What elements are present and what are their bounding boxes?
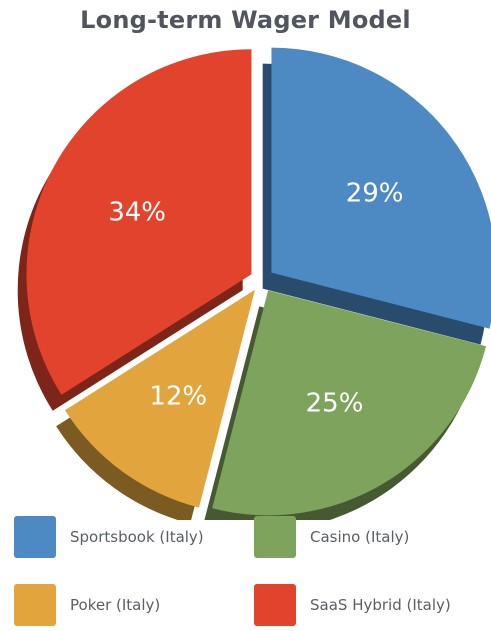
pie-slice-poker bbox=[64, 289, 255, 508]
legend-swatch-sportsbook bbox=[14, 516, 56, 558]
pie-label-sportsbook: 29% bbox=[346, 179, 404, 209]
legend-swatch-casino bbox=[254, 516, 296, 558]
chart-title: Long-term Wager Model bbox=[80, 6, 411, 34]
pie-label-casino: 25% bbox=[306, 389, 364, 419]
legend-item-sportsbook: Sportsbook (Italy) bbox=[14, 516, 204, 558]
legend-swatch-poker bbox=[14, 584, 56, 626]
pie-label-saas-hybrid: 34% bbox=[108, 197, 166, 227]
legend-item-casino: Casino (Italy) bbox=[254, 516, 409, 558]
pie-chart: 29% 25% 12% 34% bbox=[17, 47, 491, 520]
legend-label-sportsbook: Sportsbook (Italy) bbox=[70, 528, 204, 546]
legend-label-saas-hybrid: SaaS Hybrid (Italy) bbox=[310, 596, 451, 614]
legend-label-poker: Poker (Italy) bbox=[70, 596, 161, 614]
pie-slice-casino bbox=[212, 290, 487, 516]
pie-label-poker: 12% bbox=[149, 381, 207, 411]
pie-slice-saas-hybrid bbox=[26, 49, 252, 395]
pie-slices bbox=[17, 47, 491, 520]
legend-item-poker: Poker (Italy) bbox=[14, 584, 160, 626]
legend-label-casino: Casino (Italy) bbox=[310, 528, 410, 546]
pie-labels: 29% 25% 12% 34% bbox=[108, 179, 403, 419]
legend: Sportsbook (Italy) Casino (Italy) Poker … bbox=[14, 516, 484, 626]
pie-slice-sportsbook bbox=[271, 47, 491, 329]
legend-item-saas-hybrid: SaaS Hybrid (Italy) bbox=[254, 584, 451, 626]
legend-swatch-saas-hybrid bbox=[254, 584, 296, 626]
